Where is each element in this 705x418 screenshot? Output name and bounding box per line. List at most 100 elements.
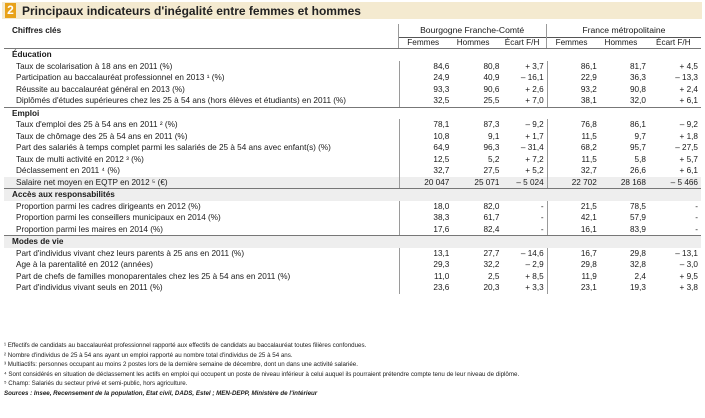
sources-line: Sources : Insee, Recensement de la popul… [4,389,318,397]
section-title: Modes de vie [12,237,64,246]
value-cell: 38,1 [546,95,597,107]
region-header-france: France métropolitaine [545,23,701,38]
value-cell: 16,7 [546,247,597,259]
value-cell: + 5,7 [679,154,698,164]
value-cell: + 8,5 [525,271,544,281]
footnotes: ¹ Effectifs de candidats au baccalauréat… [4,341,704,398]
value-cell: 64,9 [399,142,449,154]
table-row: Age à la parentalité en 2012 (années) 29,… [4,259,701,271]
section-header: Modes de vie [4,235,701,248]
value-cell: 78,1 [399,119,449,131]
value-cell: – 16,1 [520,73,544,82]
value-cell: 57,9 [629,213,646,222]
value-cell: 2,4 [634,271,646,281]
value-cell: + 6,1 [679,166,698,175]
value-cell: - [695,213,698,222]
value-cell: 29,8 [629,248,646,258]
value-cell: - [695,224,698,234]
table-row: Proportion parmi les maires en 2014 (%) 1… [4,223,701,235]
section-title: Emploi [12,108,40,118]
col-header-femmes: Femmes [545,37,596,48]
value-cell: 18,0 [399,200,449,212]
col-header-ecart: Écart F/H [656,38,691,47]
row-label: Proportion parmi les maires en 2014 (%) [16,224,163,234]
table-row: Salaire net moyen en EQTP en 2012 ⁵ (€) 2… [4,176,701,188]
row-label: Proportion parmi les conseillers municip… [16,213,221,222]
value-cell: - [540,201,544,211]
table-row: Proportion parmi les conseillers municip… [4,212,701,224]
value-cell: 83,9 [629,224,646,234]
value-cell: 82,0 [483,201,500,211]
value-cell: – 13,1 [675,248,698,258]
value-cell: 13,1 [399,247,449,259]
value-cell: 42,1 [546,212,597,224]
value-cell: 28 168 [620,177,646,187]
table-row: Proportion parmi les cadres dirigeants e… [4,200,701,212]
value-cell: 32,7 [399,165,449,177]
value-cell: – 2,9 [525,260,544,269]
section-header: Emploi [4,106,701,120]
value-cell: - [695,201,698,211]
col-header-hommes: Hommes [456,38,490,47]
section-header: Accès aux responsabilités [4,188,701,201]
value-cell: 11,5 [546,153,597,165]
value-cell: 2,5 [488,271,500,281]
value-cell: 5,8 [634,154,646,164]
title-number: 2 [5,3,16,18]
value-cell: – 27,5 [675,143,698,152]
table-row: Part des salariés à temps complet parmi … [4,142,701,154]
table-row: Déclassement en 2011 ⁴ (%) 32,7 27,5 + 5,2 3… [4,165,701,177]
table-row: Part d'individus vivant chez leurs paren… [4,247,701,259]
value-cell: 11,5 [546,130,597,142]
value-cell: + 6,1 [679,96,698,105]
value-cell: 17,6 [399,223,449,235]
page-title: Principaux indicateurs d'inégalité entre… [22,3,361,18]
value-cell: 61,7 [483,213,500,222]
row-label: Diplômés d'études supérieures chez les 2… [16,96,347,105]
value-cell: 16,1 [546,223,597,235]
row-label: Age à la parentalité en 2012 (années) [16,260,154,269]
value-cell: 10,8 [399,130,449,142]
value-cell: 20 047 [399,176,449,188]
value-cell: + 5,2 [525,166,544,175]
value-cell: + 1,7 [525,131,544,141]
value-cell: 78,5 [629,201,646,211]
table-row: Taux de multi activité en 2012 ³ (%) 12,5… [4,153,701,165]
value-cell: + 7,2 [525,154,544,164]
value-cell: + 1,8 [679,131,698,141]
value-cell: 32,7 [546,165,597,177]
value-cell: 22 702 [546,176,597,188]
value-cell: 81,7 [629,61,646,71]
value-cell: – 9,2 [679,120,698,129]
row-label: Part des salariés à temps complet parmi … [16,143,331,152]
column-header-label: Chiffres clés [12,26,62,35]
value-cell: + 7,0 [525,96,544,105]
row-label: Proportion parmi les cadres dirigeants e… [16,201,201,211]
col-header-hommes: Hommes [604,38,638,47]
value-cell: 25,5 [483,96,500,105]
row-label: Réussite au baccalauréat général en 2013… [16,84,185,94]
footnote: ⁴ Sont considérés en situation de déclas… [4,370,520,378]
table-row: Taux de scolarisation à 18 ans en 2011 (… [4,60,701,72]
value-cell: – 3,0 [679,260,698,269]
value-cell: 11,9 [546,270,597,282]
value-cell: 9,1 [488,131,500,141]
value-cell: + 3,3 [525,283,544,292]
value-cell: 93,3 [399,83,449,95]
value-cell: 93,2 [546,83,597,95]
table-row: Part de chefs de familles monoparentales… [4,270,701,282]
value-cell: 25 071 [474,177,500,187]
value-cell: 90,8 [629,84,646,94]
value-cell: + 2,6 [525,84,544,94]
value-cell: - [540,213,544,222]
value-cell: 68,2 [546,142,597,154]
value-cell: 27,7 [483,248,500,258]
value-cell: 87,3 [483,120,500,129]
footnote: ⁵ Champ: Salariés du secteur privé et se… [4,380,188,387]
value-cell: 96,3 [483,143,500,152]
value-cell: 26,6 [629,166,646,175]
value-cell: + 3,7 [525,61,544,71]
indicators-table: Chiffres clés Bourgogne Franche-Comté Fr… [4,23,701,294]
row-label: Taux d'emploi des 25 à 54 ans en 2011 ² … [16,120,178,129]
footnote: ¹ Effectifs de candidats au baccalauréat… [4,342,367,349]
